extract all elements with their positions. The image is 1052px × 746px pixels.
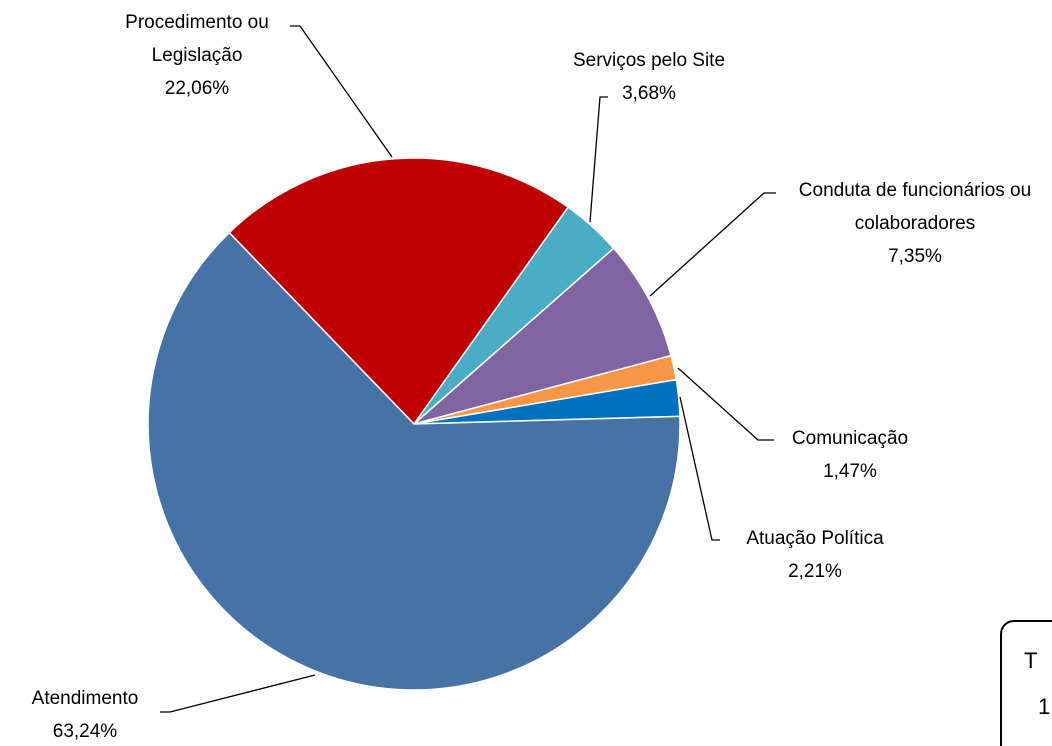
slices (147, 157, 681, 691)
slice (147, 231, 681, 691)
leader-line (649, 192, 776, 297)
total-text: T (1024, 648, 1038, 673)
total-box: T 1 (1000, 620, 1052, 746)
value-label: 1,47% (823, 461, 877, 482)
leader-line (290, 25, 393, 158)
data-label: Atuação Política 2,21% (665, 522, 965, 588)
category-label: Serviços pelo Site (572, 50, 726, 71)
value-label: 22,06% (164, 78, 230, 99)
total-text: 1 (1038, 694, 1051, 719)
category-label: Atuação Política (746, 528, 884, 549)
leader-line (160, 674, 316, 713)
leader-line (679, 396, 720, 541)
category-label: Comunicação (791, 428, 909, 449)
leader-lines (160, 25, 776, 713)
data-label: Procedimento ou Legislação 22,06% (112, 6, 282, 105)
category-label: Atendimento (31, 688, 139, 709)
data-label: Atendimento 63,24% (0, 682, 185, 746)
value-label: 7,35% (888, 246, 942, 267)
value-label: 2,21% (788, 561, 842, 582)
category-label: Conduta de funcionários ou colaboradores (798, 180, 1032, 234)
data-label: Conduta de funcionários ou colaboradores… (793, 174, 1038, 273)
value-label: 3,68% (622, 83, 676, 104)
leader-line (589, 96, 608, 223)
slice (228, 157, 570, 426)
value-label: 63,24% (52, 721, 118, 742)
data-label: Serviços pelo Site 3,68% (499, 44, 799, 110)
slice (413, 247, 672, 425)
category-label: Procedimento ou Legislação (125, 12, 269, 66)
data-label: Comunicação 1,47% (700, 422, 1000, 488)
leader-line (677, 367, 774, 441)
